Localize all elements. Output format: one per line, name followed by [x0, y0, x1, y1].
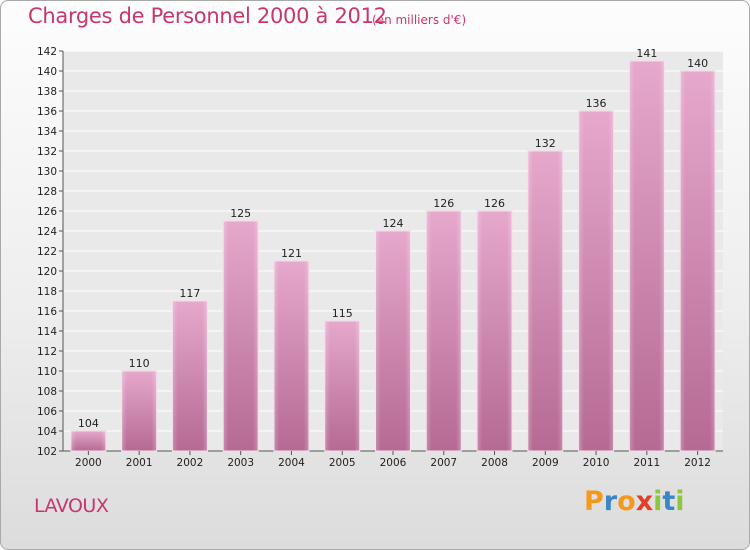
value-label: 110 — [129, 357, 150, 370]
bar-highlight — [324, 321, 360, 451]
y-tick-label: 108 — [37, 386, 57, 398]
chart-title: Charges de Personnel 2000 à 2012 — [28, 4, 387, 28]
bars — [70, 60, 716, 452]
bar-highlight — [121, 371, 157, 451]
x-tick-label: 2007 — [430, 457, 457, 469]
y-tick-label: 142 — [37, 46, 57, 58]
bar-highlight — [273, 261, 309, 451]
value-label: 115 — [332, 307, 353, 320]
y-tick-label: 114 — [37, 326, 57, 338]
y-tick-label: 138 — [37, 86, 57, 98]
bar-highlight — [578, 111, 614, 451]
y-tick-label: 122 — [37, 246, 57, 258]
logo-letter: i — [675, 486, 685, 517]
y-tick-label: 126 — [37, 206, 57, 218]
y-tick-label: 116 — [37, 306, 57, 318]
commune-name: LAVOUX — [34, 495, 109, 517]
value-label: 126 — [433, 197, 454, 210]
x-tick-label: 2009 — [532, 457, 559, 469]
y-axis-labels: 102 104 106 108 110 112 114 116 118 120 122 124 126 1… — [37, 46, 57, 458]
bar-highlight — [223, 221, 259, 451]
x-tick-label: 2006 — [380, 457, 407, 469]
logo-letter: r — [603, 486, 618, 517]
bar-highlight — [70, 431, 106, 451]
y-tick-label: 102 — [37, 446, 57, 458]
x-tick-label: 2004 — [278, 457, 305, 469]
y-tick-label: 134 — [37, 126, 57, 138]
value-label: 132 — [535, 137, 556, 150]
x-tick-label: 2000 — [75, 457, 102, 469]
y-tick-label: 130 — [37, 166, 57, 178]
value-label: 117 — [179, 287, 200, 300]
y-tick-label: 136 — [37, 106, 57, 118]
x-axis-labels: 2000 2001 2002 2003 2004 2005 2006 2007 2008 2009… — [75, 451, 711, 469]
y-tick-label: 120 — [37, 266, 57, 278]
y-tick-label: 106 — [37, 406, 57, 418]
x-tick-label: 2010 — [583, 457, 610, 469]
bar-highlight — [629, 61, 665, 451]
y-tick-label: 124 — [37, 226, 57, 238]
logo-letter: i — [653, 486, 663, 517]
value-label: 104 — [78, 417, 99, 430]
value-label: 126 — [484, 197, 505, 210]
x-tick-label: 2002 — [177, 457, 204, 469]
chart-unit-note: (en milliers d'€) — [372, 13, 467, 27]
x-tick-label: 2001 — [126, 457, 153, 469]
y-tick-label: 110 — [37, 366, 57, 378]
bar-highlight — [527, 151, 563, 451]
y-tick-label: 128 — [37, 186, 57, 198]
x-tick-label: 2011 — [633, 457, 660, 469]
value-label: 140 — [687, 57, 708, 70]
bar-highlight — [680, 71, 716, 451]
y-tick-label: 132 — [37, 146, 57, 158]
y-tick-label: 112 — [37, 346, 57, 358]
value-label: 141 — [636, 47, 657, 60]
logo-letter: t — [662, 486, 676, 517]
x-tick-label: 2005 — [329, 457, 356, 469]
value-label: 121 — [281, 247, 302, 260]
value-label: 136 — [586, 97, 607, 110]
logo-letter: P — [584, 486, 604, 517]
value-labels: 104 110 117 125 121 115 124 126 126 132 136 141 140 — [78, 47, 708, 430]
bar-highlight — [172, 301, 208, 451]
logo-letter: x — [635, 486, 654, 517]
y-tick-label: 118 — [37, 286, 57, 298]
y-tick-label: 140 — [37, 66, 57, 78]
value-label: 125 — [230, 207, 251, 220]
bar-highlight — [375, 231, 411, 451]
proxiti-logo: Proxiti — [584, 486, 685, 517]
x-tick-label: 2008 — [481, 457, 508, 469]
logo-letter: o — [617, 486, 636, 517]
bar-highlight — [426, 211, 462, 451]
bar-highlight — [477, 211, 513, 451]
x-tick-label: 2003 — [227, 457, 254, 469]
value-label: 124 — [383, 217, 404, 230]
y-tick-label: 104 — [37, 426, 57, 438]
x-tick-label: 2012 — [684, 457, 711, 469]
